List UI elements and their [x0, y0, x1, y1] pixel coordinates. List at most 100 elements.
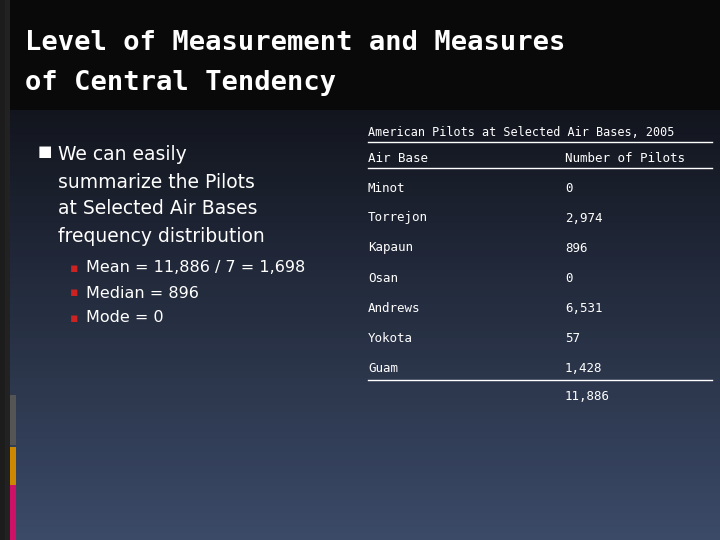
Text: Guam: Guam: [368, 361, 398, 375]
Text: Kapaun: Kapaun: [368, 241, 413, 254]
Text: Mode = 0: Mode = 0: [86, 310, 163, 326]
Bar: [0, 168, 720, 176]
Bar: [0, 115, 720, 122]
Bar: [0, 102, 720, 108]
Bar: [0, 162, 720, 168]
Text: 6,531: 6,531: [565, 301, 603, 314]
Text: Mean = 11,886 / 7 = 1,698: Mean = 11,886 / 7 = 1,698: [86, 260, 305, 275]
Bar: [0, 500, 720, 507]
Bar: [0, 14, 720, 20]
Text: of Central Tendency: of Central Tendency: [25, 70, 336, 96]
Bar: [0, 243, 720, 249]
Bar: [0, 357, 720, 364]
Bar: [0, 453, 720, 459]
Bar: [0, 364, 720, 372]
Bar: [0, 418, 720, 426]
Bar: [0, 237, 720, 243]
Text: ■: ■: [38, 145, 53, 159]
Bar: [0, 317, 720, 324]
Bar: [0, 122, 720, 128]
Bar: [0, 189, 720, 195]
Text: 896: 896: [565, 241, 588, 254]
Text: at Selected Air Bases: at Selected Air Bases: [58, 199, 258, 219]
Bar: [0, 492, 720, 500]
Text: We can easily: We can easily: [58, 145, 186, 165]
Bar: [0, 216, 720, 222]
Text: 57: 57: [565, 332, 580, 345]
Text: ▪: ▪: [70, 312, 78, 325]
Bar: [0, 141, 720, 149]
Bar: [10, 395, 16, 445]
Bar: [0, 60, 720, 68]
Bar: [0, 6, 720, 14]
Text: American Pilots at Selected Air Bases, 2005: American Pilots at Selected Air Bases, 2…: [368, 125, 675, 138]
Bar: [0, 276, 720, 284]
Text: ▪: ▪: [70, 287, 78, 300]
Bar: [0, 465, 720, 472]
Bar: [0, 195, 720, 202]
Bar: [0, 459, 720, 465]
Bar: [0, 81, 720, 87]
Text: 1,428: 1,428: [565, 361, 603, 375]
Bar: [0, 230, 720, 237]
Bar: [0, 249, 720, 256]
Text: frequency distribution: frequency distribution: [58, 226, 265, 246]
Bar: [0, 405, 720, 411]
Bar: [0, 0, 720, 110]
Bar: [0, 426, 720, 432]
Text: summarize the Pilots: summarize the Pilots: [58, 172, 255, 192]
Text: Level of Measurement and Measures: Level of Measurement and Measures: [25, 30, 565, 56]
Text: 0: 0: [565, 181, 572, 194]
Bar: [0, 68, 720, 74]
Bar: [0, 446, 720, 453]
Bar: [0, 378, 720, 384]
Bar: [0, 263, 720, 270]
Bar: [0, 148, 720, 156]
Text: Osan: Osan: [368, 272, 398, 285]
Bar: [10, 447, 16, 485]
Bar: [0, 411, 720, 418]
Bar: [0, 270, 720, 276]
Bar: [0, 256, 720, 263]
Bar: [0, 40, 720, 47]
Text: Air Base: Air Base: [368, 152, 428, 165]
Bar: [0, 33, 720, 40]
Bar: [0, 0, 5, 540]
Bar: [0, 324, 720, 330]
Bar: [0, 156, 720, 162]
Bar: [0, 291, 720, 297]
Bar: [10, 485, 16, 540]
Bar: [0, 526, 720, 534]
Bar: [0, 351, 720, 357]
Bar: [0, 128, 720, 135]
Bar: [0, 209, 720, 216]
Bar: [0, 392, 720, 399]
Bar: [0, 330, 720, 338]
Bar: [0, 486, 720, 492]
Text: ▪: ▪: [70, 261, 78, 274]
Bar: [0, 399, 720, 405]
Bar: [0, 54, 720, 60]
Bar: [0, 74, 720, 81]
Bar: [0, 27, 720, 33]
Bar: [0, 135, 720, 141]
Bar: [0, 480, 720, 486]
Bar: [0, 87, 720, 94]
Bar: [0, 183, 720, 189]
Bar: [0, 284, 720, 291]
Text: 2,974: 2,974: [565, 212, 603, 225]
Bar: [0, 519, 720, 526]
Bar: [0, 0, 720, 6]
Text: Andrews: Andrews: [368, 301, 420, 314]
Bar: [0, 303, 720, 310]
Text: Minot: Minot: [368, 181, 405, 194]
Text: Torrejon: Torrejon: [368, 212, 428, 225]
Bar: [0, 47, 720, 54]
Bar: [0, 202, 720, 209]
Bar: [0, 94, 720, 102]
Bar: [0, 472, 720, 480]
Bar: [0, 338, 720, 345]
Bar: [0, 310, 720, 317]
Bar: [0, 534, 720, 540]
Bar: [0, 20, 720, 27]
